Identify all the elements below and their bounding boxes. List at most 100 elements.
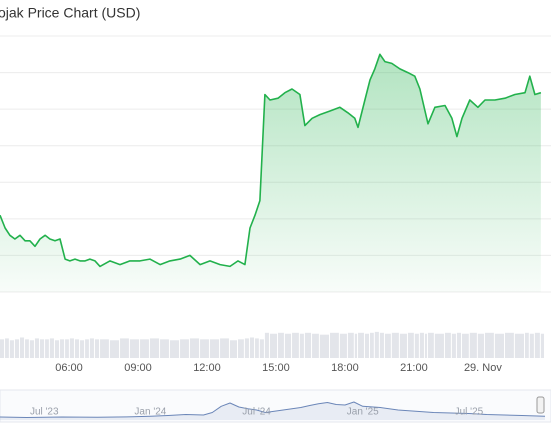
- volume-bar: [427, 332, 434, 358]
- price-area: [0, 402, 545, 420]
- volume-bar: [14, 339, 20, 358]
- volume-bar: [129, 339, 140, 358]
- volume-bar: [391, 332, 399, 358]
- volume-bar: [370, 332, 374, 358]
- volume-bar: [540, 333, 544, 358]
- x-tick-label: Jul '24: [242, 407, 271, 418]
- volume-bar: [354, 333, 358, 358]
- x-tick-label: 09:00: [124, 362, 152, 374]
- volume-bar: [149, 338, 160, 358]
- volume-bar: [5, 338, 9, 358]
- volume-bar: [244, 338, 249, 358]
- volume-bar: [456, 332, 461, 358]
- volume-bar: [100, 339, 109, 358]
- volume-bar: [264, 332, 269, 358]
- volume-bar: [20, 337, 25, 358]
- volume-bar: [444, 332, 451, 358]
- volume-bar: [304, 332, 312, 358]
- volume-bar: [451, 333, 456, 358]
- x-tick-label: Jul '23: [30, 407, 59, 418]
- volume-bar: [0, 339, 5, 358]
- volume-bar: [209, 339, 220, 358]
- volume-bar: [529, 333, 534, 358]
- volume-bar: [329, 332, 339, 358]
- volume-bar: [312, 333, 319, 358]
- volume-bar: [255, 338, 259, 358]
- volume-bar: [40, 339, 45, 358]
- volume-bar: [514, 333, 524, 358]
- volume-bar: [45, 339, 49, 358]
- volume-bar: [358, 332, 364, 358]
- volume-bar: [434, 333, 444, 358]
- volume-bar: [364, 333, 370, 358]
- volume-bar: [25, 339, 29, 358]
- volume-bar: [69, 338, 74, 358]
- price-area: [0, 54, 541, 292]
- volume-bar: [200, 339, 209, 358]
- volume-bar: [85, 339, 89, 358]
- x-tick-label: Jan '25: [347, 407, 379, 418]
- volume-bar: [29, 340, 34, 358]
- volume-bar: [414, 333, 419, 358]
- volume-bar: [407, 332, 414, 358]
- navigator: [0, 389, 551, 423]
- volume-bar: [49, 338, 54, 358]
- volume-bar: [339, 333, 347, 358]
- volume-bar: [229, 340, 238, 358]
- volume-bar: [220, 338, 229, 358]
- volume-bar: [54, 340, 60, 358]
- volume-bar: [180, 339, 189, 358]
- x-tick-label: 15:00: [262, 362, 290, 374]
- x-tick-label: 18:00: [331, 362, 359, 374]
- volume-bar: [477, 333, 484, 358]
- volume-bar: [80, 340, 85, 358]
- volume-bar: [94, 339, 100, 358]
- volume-bar: [34, 338, 40, 358]
- volume-bar: [74, 339, 80, 358]
- volume-bar: [504, 332, 514, 358]
- volume-bar: [424, 333, 427, 358]
- volume-bar: [284, 333, 292, 358]
- volume-bar: [469, 332, 477, 358]
- volume-bar: [278, 332, 284, 358]
- volume-bar: [238, 339, 244, 358]
- volume-bar: [534, 332, 540, 358]
- volume-bar: [399, 333, 407, 358]
- x-tick-label: 06:00: [55, 362, 83, 374]
- volume-bar: [419, 332, 424, 358]
- volume-bar: [374, 331, 379, 358]
- volume-bar: [524, 332, 529, 358]
- volume-bar: [461, 333, 469, 358]
- price-line: [0, 401, 546, 418]
- volume-bar: [292, 332, 299, 358]
- x-tick-label: 29. Nov: [464, 362, 502, 374]
- x-tick-label: Jul '25: [455, 407, 484, 418]
- volume-bar: [65, 339, 69, 358]
- volume-bar: [249, 337, 255, 358]
- volume-bar: [484, 332, 494, 358]
- volume-bar: [347, 332, 354, 358]
- volume-bar: [379, 332, 384, 358]
- volume-bar: [319, 334, 329, 358]
- price-line: [0, 53, 542, 268]
- volume-bar: [60, 339, 65, 358]
- volume-bar: [169, 340, 180, 358]
- volume-bar: [189, 338, 200, 358]
- x-tick-label: 12:00: [193, 362, 221, 374]
- navigator-handle[interactable]: [536, 396, 545, 414]
- volume-bar: [259, 339, 264, 358]
- volume-bar: [140, 339, 149, 358]
- volume-bar: [120, 338, 129, 358]
- chart-title: ojak Price Chart (USD): [0, 5, 140, 21]
- volume-bar: [299, 333, 304, 358]
- x-tick-label: Jan '24: [134, 407, 166, 418]
- volume-bar: [384, 333, 391, 358]
- x-tick-label: 21:00: [400, 362, 428, 374]
- volume-bar: [9, 340, 14, 358]
- volume-bar: [89, 338, 94, 358]
- volume-bar: [109, 340, 120, 358]
- volume-bar: [269, 333, 278, 358]
- volume-bar: [494, 333, 504, 358]
- volume-bar: [160, 339, 169, 358]
